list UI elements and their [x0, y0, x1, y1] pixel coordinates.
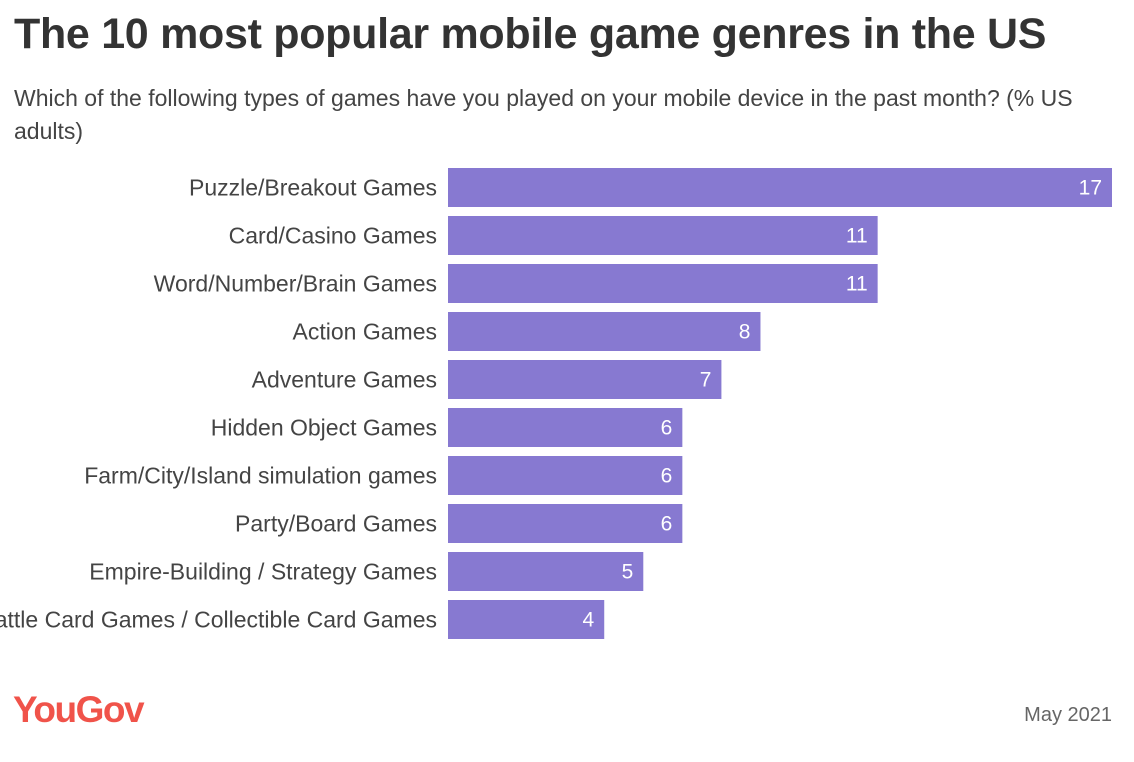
category-label: Action Games: [293, 319, 437, 345]
bar: [448, 312, 761, 351]
publication-date: May 2021: [1024, 704, 1112, 726]
bar-value-label: 5: [622, 561, 634, 584]
bar: [448, 552, 644, 591]
bar: [448, 456, 683, 495]
yougov-logo: YouGov: [13, 689, 145, 730]
category-label: Party/Board Games: [235, 511, 437, 537]
bar: [448, 408, 683, 447]
bar-value-label: 11: [846, 273, 868, 296]
bar-value-label: 4: [583, 609, 595, 632]
bars-group: [448, 168, 1112, 639]
category-label: Adventure Games: [252, 367, 437, 393]
category-label: Empire-Building / Strategy Games: [89, 559, 437, 585]
bar: [448, 600, 605, 639]
bar: [448, 504, 683, 543]
bar-value-label: 6: [661, 417, 673, 440]
bar-value-label: 11: [846, 225, 868, 248]
bar-value-label: 6: [661, 513, 673, 536]
bar: [448, 264, 878, 303]
chart-subtitle: Which of the following types of games ha…: [14, 85, 1073, 144]
bar-value-label: 8: [739, 321, 751, 344]
value-labels-group: 17 11 11 8 7 6 6 6 5 4: [583, 177, 1102, 632]
category-label: Hidden Object Games: [211, 415, 437, 441]
category-label: Card/Casino Games: [229, 223, 437, 249]
category-label: Word/Number/Brain Games: [154, 271, 437, 297]
bar: [448, 216, 878, 255]
chart-title: The 10 most popular mobile game genres i…: [14, 10, 1047, 58]
category-labels-group: Puzzle/Breakout Games Card/Casino Games Wo…: [0, 175, 437, 633]
bar: [448, 360, 722, 399]
bar-value-label: 6: [661, 465, 673, 488]
bar-value-label: 17: [1079, 177, 1102, 200]
category-label: Farm/City/Island simulation games: [84, 463, 437, 489]
bar-value-label: 7: [700, 369, 712, 392]
category-label: Puzzle/Breakout Games: [189, 175, 437, 201]
category-label: Battle Card Games / Collectible Card Gam…: [0, 607, 437, 633]
bar: [448, 168, 1112, 207]
